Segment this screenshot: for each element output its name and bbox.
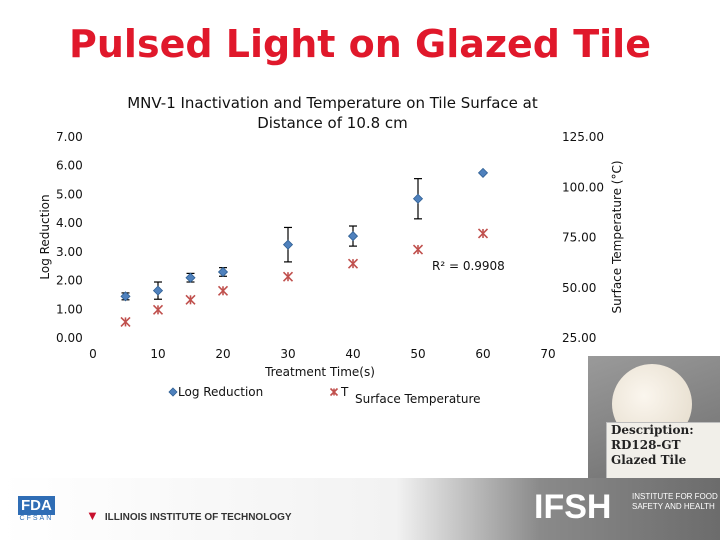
- ifsh-logo-text: IFSH: [534, 488, 612, 526]
- iit-shield-icon: ▼: [86, 508, 99, 523]
- y-tick-label: 0.00: [56, 331, 83, 345]
- y2-tick-label: 50.00: [562, 281, 596, 295]
- temperature-point: [477, 228, 489, 239]
- temperature-point: [152, 304, 164, 315]
- log-reduction-point: [282, 239, 294, 250]
- iit-logo-text: ILLINOIS INSTITUTE OF TECHNOLOGY: [104, 512, 292, 523]
- temperature-point: [120, 316, 131, 327]
- legend-diamond-marker: [168, 387, 178, 397]
- y-tick-label: 2.00: [56, 274, 83, 288]
- temperature-point: [282, 271, 294, 282]
- log-reduction-point: [347, 230, 359, 242]
- log-reduction-point: [412, 193, 424, 204]
- y-axis-title: Log Reduction: [38, 194, 52, 279]
- x-tick-label: 30: [280, 347, 295, 361]
- fda-logo-sub: CFSAN: [19, 515, 54, 522]
- error-bars: [121, 178, 422, 301]
- y2-tick-label: 75.00: [562, 231, 596, 245]
- log-reduction-point: [120, 291, 131, 302]
- y2-tick-label: 25.00: [562, 331, 596, 345]
- temperature-point: [185, 294, 196, 305]
- fda-logo: FDA CFSAN: [18, 496, 55, 522]
- log-reduction-point: [217, 266, 229, 278]
- temperature-series: [120, 228, 489, 327]
- x-tick-label: 10: [150, 347, 165, 361]
- sample-photo: Description: RD128-GT Glazed Tile: [588, 356, 720, 480]
- x-tick-label: 0: [89, 347, 97, 361]
- legend-surface-temperature: Surface Temperature: [355, 392, 481, 406]
- y2-tick-label: 100.00: [562, 180, 604, 194]
- legend-star-icon: [329, 387, 339, 397]
- y2-tick-label: 125.00: [562, 130, 604, 144]
- fda-logo-text: FDA: [18, 496, 55, 515]
- x-tick-label: 20: [215, 347, 230, 361]
- log-reduction-point: [477, 167, 489, 178]
- x-tick-label: 40: [345, 347, 360, 361]
- legend-log-reduction: Log Reduction: [178, 385, 263, 399]
- footer-bar: [0, 478, 720, 540]
- left-axis-ticks: 0.00 1.00 2.00 3.00 4.00 5.00 6.00 7.00: [56, 130, 83, 345]
- sample-label-line: RD128-GT: [611, 438, 681, 452]
- legend-star-marker: [329, 387, 339, 397]
- right-axis-ticks: 25.00 50.00 75.00 100.00 125.00: [562, 130, 604, 345]
- temperature-point: [347, 258, 359, 269]
- slide-title: Pulsed Light on Glazed Tile: [69, 22, 651, 66]
- x-axis-ticks: 0 10 20 30 40 50 60 70: [89, 347, 555, 361]
- legend-t: T: [340, 385, 349, 399]
- y-tick-label: 5.00: [56, 187, 83, 201]
- x-axis-title: Treatment Time(s): [264, 365, 375, 379]
- y-tick-label: 3.00: [56, 245, 83, 259]
- legend-diamond-icon: [168, 387, 178, 397]
- x-tick-label: 50: [410, 347, 425, 361]
- y2-axis-title: Surface Temperature (°C): [610, 160, 624, 313]
- log-reduction-point: [185, 272, 196, 283]
- x-tick-label: 60: [475, 347, 490, 361]
- temperature-point: [412, 244, 424, 255]
- temperature-point: [217, 285, 229, 296]
- y-tick-label: 4.00: [56, 216, 83, 230]
- ifsh-logo-sub: INSTITUTE FOR FOOD SAFETY AND HEALTH: [632, 492, 718, 511]
- legend: Log Reduction T Surface Temperature: [168, 385, 481, 406]
- y-tick-label: 6.00: [56, 159, 83, 173]
- sample-label-line: Description:: [611, 423, 694, 437]
- log-reduction-point: [152, 285, 164, 296]
- log-reduction-series: [120, 167, 489, 302]
- x-tick-label: 70: [540, 347, 555, 361]
- r-squared-label: R² = 0.9908: [432, 259, 505, 273]
- chart-title: MNV-1 Inactivation and Temperature on Ti…: [127, 94, 538, 132]
- sample-label-card: Description: RD128-GT Glazed Tile: [606, 422, 720, 480]
- y-tick-label: 7.00: [56, 130, 83, 144]
- sample-label-line: Glazed Tile: [611, 453, 687, 467]
- y-tick-label: 1.00: [56, 302, 83, 316]
- ifsh-logo: IFSH INSTITUTE FOR FOOD SAFETY AND HEALT…: [534, 488, 718, 527]
- iit-logo: ▼ ILLINOIS INSTITUTE OF TECHNOLOGY: [86, 508, 292, 523]
